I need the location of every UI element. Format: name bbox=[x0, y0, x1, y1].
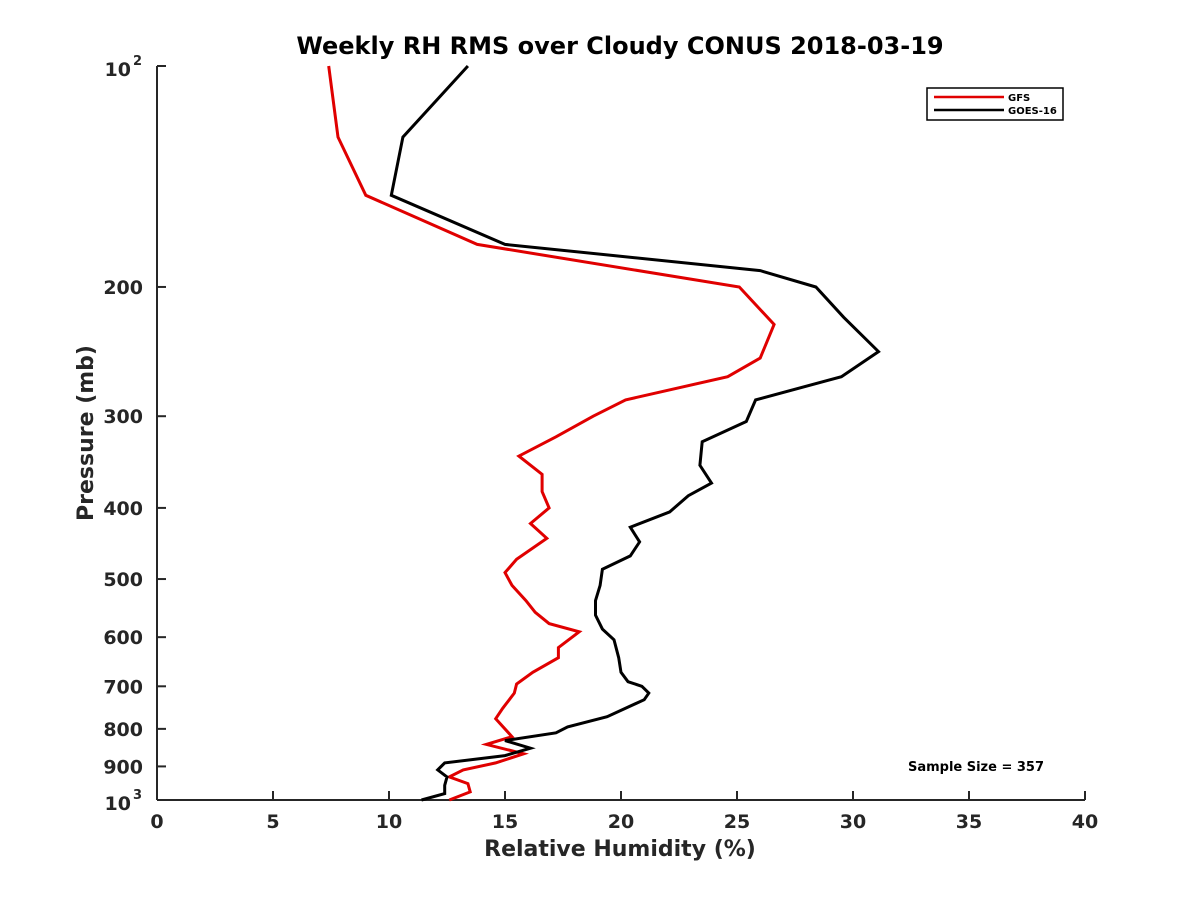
y-tick-exponent: 2 bbox=[133, 54, 142, 69]
x-axis-label: Relative Humidity (%) bbox=[484, 837, 756, 862]
y-axis-label: Pressure (mb) bbox=[74, 345, 99, 521]
y-tick-label: 700 bbox=[103, 676, 143, 698]
y-tick-label: 900 bbox=[103, 756, 143, 778]
x-tick-label: 40 bbox=[1072, 811, 1098, 833]
sample-size-annotation: Sample Size = 357 bbox=[908, 760, 1044, 775]
y-tick-label: 600 bbox=[103, 627, 143, 649]
legend: GFS GOES-16 bbox=[926, 87, 1064, 121]
series-line-goes16 bbox=[389, 64, 881, 802]
series-layer bbox=[327, 64, 881, 802]
legend-box bbox=[926, 87, 1064, 121]
x-tick-label: 35 bbox=[956, 811, 982, 833]
x-tick-label: 15 bbox=[492, 811, 518, 833]
y-tick-label: 500 bbox=[103, 569, 143, 591]
y-tick-exponent: 3 bbox=[133, 788, 142, 803]
y-tick-label: 300 bbox=[103, 406, 143, 428]
y-tick-label: 10 bbox=[105, 59, 131, 81]
series-line-gfs bbox=[327, 65, 776, 802]
x-tick-label: 20 bbox=[608, 811, 634, 833]
legend-label-gfs: GFS bbox=[1008, 93, 1030, 104]
y-tick-label: 10 bbox=[105, 793, 131, 815]
legend-label-goes16: GOES-16 bbox=[1008, 106, 1057, 117]
x-tick-label: 5 bbox=[266, 811, 279, 833]
x-tick-label: 0 bbox=[150, 811, 163, 833]
x-tick-label: 30 bbox=[840, 811, 866, 833]
x-tick-label: 10 bbox=[376, 811, 402, 833]
y-tick-label: 800 bbox=[103, 719, 143, 741]
x-tick-label: 25 bbox=[724, 811, 750, 833]
chart-title: Weekly RH RMS over Cloudy CONUS 2018-03-… bbox=[296, 32, 943, 60]
y-tick-label: 200 bbox=[103, 277, 143, 299]
y-tick-label: 400 bbox=[103, 498, 143, 520]
